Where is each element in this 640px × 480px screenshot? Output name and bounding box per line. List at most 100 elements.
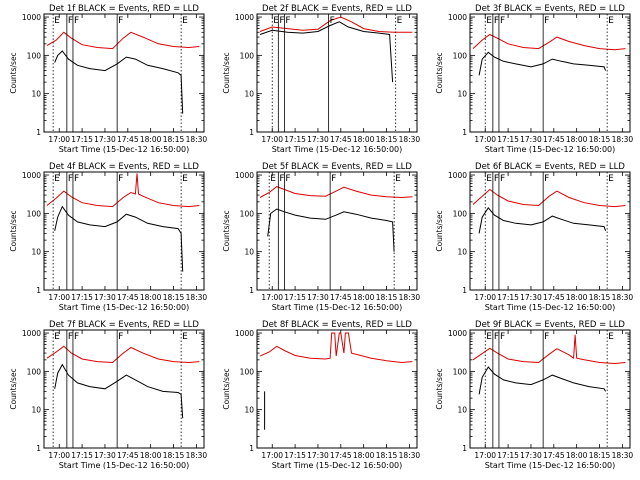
x-tick-label: 18:30 xyxy=(186,451,208,460)
marker-label: F xyxy=(494,174,499,184)
marker-label: E xyxy=(270,174,276,184)
y-tick-label: 100 xyxy=(453,367,468,376)
marker-label: E xyxy=(397,16,403,26)
y-tick-label: 100 xyxy=(453,51,468,60)
x-tick-label: 17:15 xyxy=(497,135,519,144)
x-tick-label: 17:15 xyxy=(71,451,93,460)
marker-label: E xyxy=(608,174,614,184)
x-tick-label: 17:45 xyxy=(117,135,139,144)
y-tick-label: 1 xyxy=(462,128,467,137)
marker-label: F xyxy=(118,174,123,184)
x-tick-label: 18:30 xyxy=(612,293,634,302)
x-tick-label: 17:30 xyxy=(520,451,542,460)
x-tick-label: 17:15 xyxy=(497,451,519,460)
y-tick-label: 100 xyxy=(27,51,42,60)
marker-label: F xyxy=(500,174,505,184)
y-tick-label: 1000 xyxy=(235,171,254,180)
x-tick-label: 17:00 xyxy=(474,293,496,302)
marker-label: F xyxy=(68,16,73,26)
plot-frame xyxy=(43,13,205,133)
marker-label: F xyxy=(544,16,549,26)
series-lld xyxy=(259,16,413,33)
series-lld xyxy=(259,186,413,199)
marker-label: F xyxy=(494,16,499,26)
series-group xyxy=(259,332,413,430)
x-axis-label: Start Time (15-Dec-12 16:50:00) xyxy=(59,303,190,312)
y-tick-label: 100 xyxy=(27,209,42,218)
plot-frame xyxy=(469,329,631,449)
x-tick-label: 18:30 xyxy=(612,135,634,144)
y-tick-label: 1 xyxy=(462,444,467,453)
y-axis-label: Counts/sec xyxy=(222,210,231,251)
marker-label: E xyxy=(54,332,60,342)
marker-label: F xyxy=(279,16,284,26)
panel-title: Det 4f BLACK = Events, RED = LLD xyxy=(49,162,199,172)
x-tick-label: 17:15 xyxy=(71,293,93,302)
y-tick-label: 100 xyxy=(453,209,468,218)
y-tick-label: 1000 xyxy=(235,13,254,22)
series-lld xyxy=(472,334,626,365)
x-tick-label: 18:30 xyxy=(399,135,421,144)
panel-title: Det 8f BLACK = Events, RED = LLD xyxy=(262,320,412,330)
panel-det-5f: Det 5f BLACK = Events, RED = LLD 1 10 100 10… xyxy=(222,162,420,312)
x-tick-label: 18:00 xyxy=(566,451,588,460)
series-group xyxy=(472,188,626,234)
y-tick-label: 1000 xyxy=(22,13,41,22)
x-tick-label: 17:30 xyxy=(94,135,116,144)
panel-det-9f: Det 9f BLACK = Events, RED = LLD 1 10 100 10… xyxy=(435,320,633,470)
panel-title: Det 5f BLACK = Events, RED = LLD xyxy=(262,162,412,172)
x-tick-label: 18:15 xyxy=(376,451,398,460)
x-axis-label: Start Time (15-Dec-12 16:50:00) xyxy=(272,461,403,470)
plot-frame xyxy=(43,171,205,291)
x-tick-label: 17:00 xyxy=(474,451,496,460)
x-tick-label: 17:45 xyxy=(117,293,139,302)
y-tick-label: 1 xyxy=(249,128,254,137)
marker-label: F xyxy=(74,16,79,26)
panel-det-1f: Det 1f BLACK = Events, RED = LLD 1 10 100 10… xyxy=(9,4,207,154)
series-group xyxy=(259,186,413,252)
marker-label: E xyxy=(486,174,492,184)
panel-det-3f: Det 3f BLACK = Events, RED = LLD 1 10 100 10… xyxy=(435,4,633,154)
x-tick-label: 18:00 xyxy=(353,293,375,302)
y-tick-label: 100 xyxy=(240,51,255,60)
series-events xyxy=(478,366,607,395)
x-axis-label: Start Time (15-Dec-12 16:50:00) xyxy=(272,145,403,154)
y-tick-label: 1 xyxy=(36,286,41,295)
y-axis-label: Counts/sec xyxy=(435,210,444,251)
y-tick-label: 10 xyxy=(244,248,254,257)
marker-label: F xyxy=(118,16,123,26)
marker-label: E xyxy=(54,16,60,26)
series-lld xyxy=(472,188,626,208)
x-tick-label: 17:00 xyxy=(474,135,496,144)
series-events xyxy=(54,50,184,114)
marker-label: F xyxy=(330,16,335,26)
marker-label: F xyxy=(544,174,549,184)
y-tick-label: 1000 xyxy=(448,329,467,338)
marker-label: E xyxy=(486,332,492,342)
y-tick-label: 1000 xyxy=(448,13,467,22)
x-tick-label: 18:30 xyxy=(612,451,634,460)
y-tick-label: 1000 xyxy=(235,329,254,338)
y-tick-label: 100 xyxy=(240,367,255,376)
x-tick-label: 18:15 xyxy=(376,293,398,302)
y-tick-label: 10 xyxy=(31,248,41,257)
y-axis-label: Counts/sec xyxy=(222,368,231,409)
x-tick-label: 18:00 xyxy=(566,293,588,302)
y-axis-label: Counts/sec xyxy=(9,368,18,409)
x-tick-label: 18:15 xyxy=(589,451,611,460)
x-tick-label: 17:30 xyxy=(94,451,116,460)
series-group xyxy=(46,173,200,272)
x-tick-label: 17:00 xyxy=(48,293,70,302)
x-tick-label: 17:00 xyxy=(48,451,70,460)
series-group xyxy=(259,16,413,83)
marker-label: E xyxy=(273,16,279,26)
series-events xyxy=(259,21,394,83)
series-events xyxy=(54,363,184,419)
marker-label: F xyxy=(285,174,290,184)
x-tick-label: 17:45 xyxy=(543,451,565,460)
series-events xyxy=(267,208,395,252)
x-tick-label: 17:00 xyxy=(261,135,283,144)
x-tick-label: 18:15 xyxy=(163,293,185,302)
y-tick-label: 10 xyxy=(457,406,467,415)
